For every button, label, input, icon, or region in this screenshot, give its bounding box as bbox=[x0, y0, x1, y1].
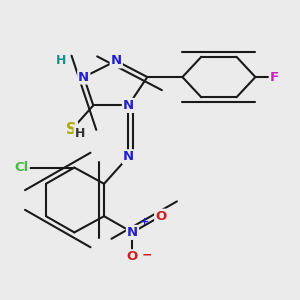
Text: O: O bbox=[155, 210, 166, 223]
Text: N: N bbox=[78, 70, 89, 83]
Text: N: N bbox=[123, 99, 134, 112]
Text: H: H bbox=[56, 54, 66, 67]
Text: Cl: Cl bbox=[14, 161, 29, 174]
Text: N: N bbox=[123, 150, 134, 163]
Text: F: F bbox=[270, 70, 279, 83]
Text: +: + bbox=[140, 217, 149, 226]
Text: S: S bbox=[66, 122, 77, 137]
Text: N: N bbox=[127, 226, 138, 239]
Text: −: − bbox=[141, 249, 152, 262]
Text: H: H bbox=[75, 127, 85, 140]
Text: O: O bbox=[127, 250, 138, 263]
Text: N: N bbox=[111, 54, 122, 67]
